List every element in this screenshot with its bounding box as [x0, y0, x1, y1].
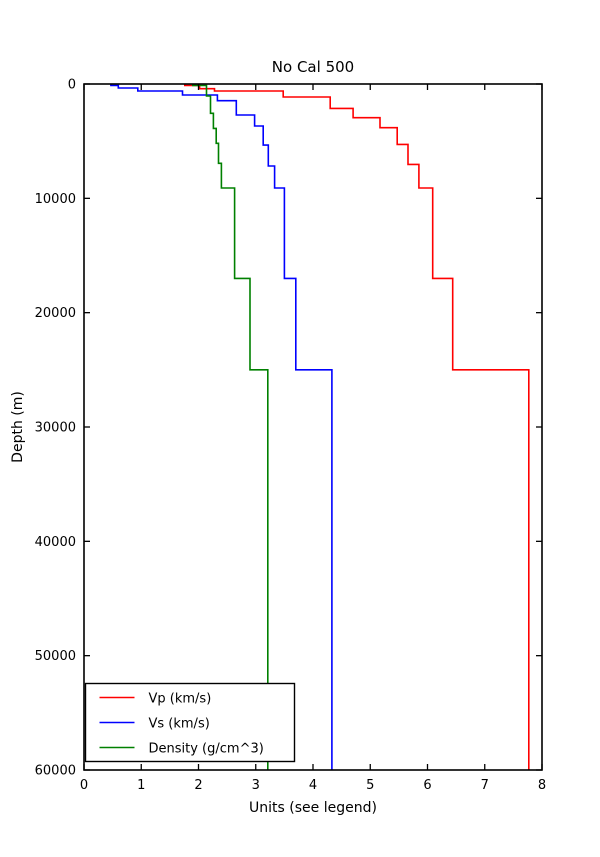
series-line-vp — [184, 84, 530, 770]
y-tick-label: 30000 — [35, 421, 76, 436]
x-tick-label: 8 — [538, 778, 546, 793]
x-tick-label: 0 — [80, 778, 88, 793]
y-tick-label: 20000 — [35, 306, 76, 321]
x-tick-label: 5 — [366, 778, 374, 793]
y-tick-label: 50000 — [35, 649, 76, 664]
x-axis-label: Units (see legend) — [249, 800, 377, 816]
x-tick-label: 2 — [194, 778, 202, 793]
x-tick-label: 6 — [423, 778, 431, 793]
y-axis-label: Depth (m) — [10, 391, 26, 463]
axes-frame — [83, 83, 543, 771]
x-tick-label: 4 — [309, 778, 317, 793]
legend-label-vs: Vs (km/s) — [149, 716, 210, 731]
y-tick-label: 40000 — [35, 535, 76, 550]
series-line-density — [192, 84, 269, 770]
x-tick-label: 1 — [137, 778, 145, 793]
legend-label-vp: Vp (km/s) — [149, 691, 212, 706]
legend-label-density: Density (g/cm^3) — [149, 741, 264, 756]
chart-title: No Cal 500 — [272, 58, 354, 76]
y-tick-label: 0 — [68, 78, 76, 93]
y-tick-label: 60000 — [35, 764, 76, 779]
series-line-vs — [110, 84, 333, 770]
x-tick-label: 7 — [481, 778, 489, 793]
y-tick-label: 10000 — [35, 192, 76, 207]
x-tick-label: 3 — [252, 778, 260, 793]
